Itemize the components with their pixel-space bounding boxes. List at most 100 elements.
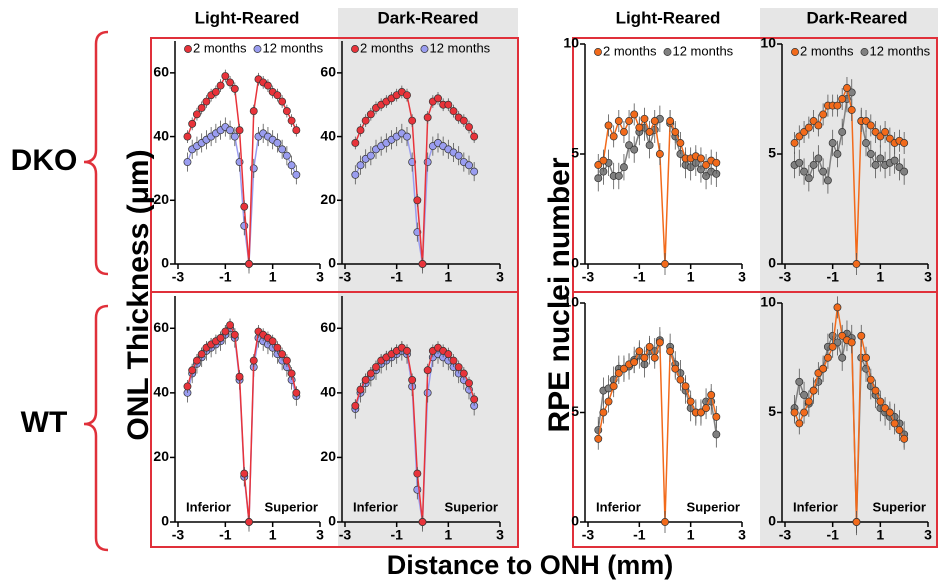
data-point xyxy=(876,397,885,406)
data-point xyxy=(268,337,277,346)
x-tick-label: 1 xyxy=(687,527,695,543)
data-point xyxy=(413,196,422,205)
x-tick-label: -3 xyxy=(582,269,595,285)
data-point xyxy=(470,395,479,404)
data-point xyxy=(862,353,870,362)
data-point xyxy=(833,150,842,158)
data-point xyxy=(454,151,463,160)
x-tick-label: -1 xyxy=(633,269,646,285)
y-tick-label: 60 xyxy=(153,64,169,80)
data-point xyxy=(819,110,828,119)
data-point xyxy=(795,377,804,386)
data-point xyxy=(676,139,685,147)
data-point xyxy=(640,353,649,362)
data-point xyxy=(650,353,659,362)
data-point xyxy=(366,369,375,378)
y-tick-label: 60 xyxy=(320,319,336,335)
legend-marker xyxy=(594,48,602,56)
legend-label: 12 months xyxy=(672,43,733,58)
data-point xyxy=(619,163,628,172)
data-point xyxy=(661,518,669,526)
data-point xyxy=(351,138,360,147)
data-point xyxy=(671,364,680,373)
data-point xyxy=(434,94,442,103)
legend-label: 12 months xyxy=(869,43,930,58)
y-tick-label: 5 xyxy=(768,403,776,419)
data-point xyxy=(454,363,463,371)
data-point xyxy=(900,139,909,147)
data-point xyxy=(356,385,365,394)
y-tick-label: 0 xyxy=(768,513,776,529)
y-tick-label: 20 xyxy=(320,191,336,207)
y-axis-label: ONL Thickness (μm) xyxy=(122,149,155,440)
data-point xyxy=(661,260,669,268)
data-point xyxy=(235,126,244,135)
data-point xyxy=(890,419,899,428)
data-point xyxy=(423,113,432,122)
legend-marker xyxy=(860,48,869,56)
data-point xyxy=(216,334,225,342)
data-point xyxy=(263,81,272,90)
data-point xyxy=(712,430,721,439)
data-point xyxy=(465,161,473,170)
data-point xyxy=(900,434,909,443)
data-point xyxy=(449,356,458,365)
annotation: Superior xyxy=(687,499,740,514)
x-tick-label: 1 xyxy=(687,269,695,285)
legend-label: 2 months xyxy=(603,43,657,58)
data-point xyxy=(403,346,411,355)
data-point xyxy=(594,434,603,443)
data-point xyxy=(681,382,690,391)
data-point xyxy=(273,91,282,100)
y-tick-label: 40 xyxy=(153,127,169,143)
legend-marker xyxy=(791,48,799,56)
data-point xyxy=(804,123,813,132)
data-point xyxy=(823,353,832,362)
data-point xyxy=(800,408,809,417)
data-point xyxy=(712,158,721,167)
row-label: DKO xyxy=(11,144,78,177)
data-point xyxy=(814,121,823,130)
data-point xyxy=(833,303,842,312)
data-point xyxy=(423,366,432,375)
data-point xyxy=(183,382,192,391)
data-point xyxy=(645,342,654,351)
data-point xyxy=(790,408,799,417)
dark-column-bg xyxy=(338,8,518,548)
data-point xyxy=(640,114,649,123)
data-point xyxy=(282,356,291,365)
column-header: Light-Reared xyxy=(616,8,721,27)
y-tick-label: 0 xyxy=(161,255,169,271)
data-point xyxy=(881,128,890,136)
y-tick-label: 5 xyxy=(571,403,579,419)
data-point xyxy=(871,386,880,395)
y-tick-label: 0 xyxy=(161,513,169,529)
y-tick-label: 20 xyxy=(153,191,169,207)
data-point xyxy=(459,369,468,378)
y-tick-label: 10 xyxy=(760,294,776,310)
x-tick-label: -3 xyxy=(339,527,352,543)
data-point xyxy=(614,172,623,180)
y-tick-label: 0 xyxy=(768,255,776,271)
data-point xyxy=(871,161,880,169)
legend-marker xyxy=(351,45,359,53)
data-point xyxy=(444,350,453,359)
column-header: Dark-Reared xyxy=(806,8,907,27)
data-point xyxy=(847,106,856,114)
data-point xyxy=(650,117,659,125)
x-tick-label: 3 xyxy=(924,269,932,285)
data-point xyxy=(866,121,875,130)
data-point xyxy=(240,202,249,211)
data-point xyxy=(221,327,230,336)
x-axis-label: Distance to ONH (mm) xyxy=(387,550,674,580)
data-point xyxy=(666,347,675,356)
data-point xyxy=(211,88,220,96)
x-tick-label: -1 xyxy=(826,269,839,285)
data-point xyxy=(809,161,818,169)
data-point xyxy=(230,84,239,93)
data-point xyxy=(828,139,837,147)
row-brace xyxy=(83,304,109,552)
data-point xyxy=(423,158,432,167)
data-point xyxy=(292,388,301,397)
data-point xyxy=(444,100,453,109)
